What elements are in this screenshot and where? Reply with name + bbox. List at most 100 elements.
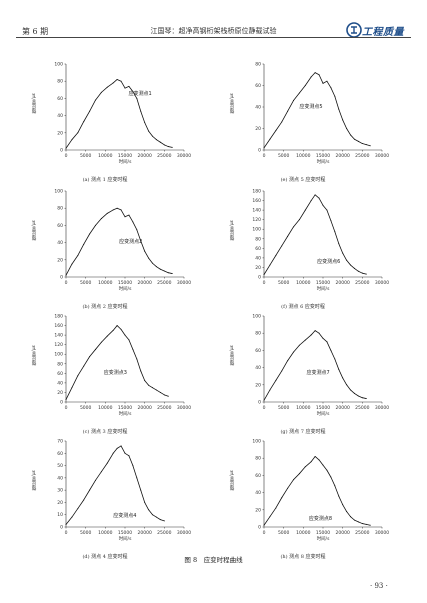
data-point — [89, 110, 91, 112]
y-tick-label: 40 — [255, 365, 261, 371]
data-point — [353, 519, 355, 521]
x-tick-label: 15000 — [316, 530, 330, 536]
y-tick-label: 0 — [258, 275, 261, 281]
data-point — [124, 216, 126, 218]
x-axis-label: 时间/s — [316, 537, 330, 542]
data-point — [310, 334, 312, 336]
data-point — [71, 516, 73, 518]
y-tick-label: 180 — [54, 314, 63, 320]
x-tick-label: 10000 — [296, 530, 310, 536]
x-tick-label: 30000 — [375, 280, 389, 286]
x-tick-label: 20000 — [336, 530, 350, 536]
data-point — [148, 257, 150, 259]
x-tick-label: 10000 — [98, 280, 112, 286]
y-tick-label: 80 — [57, 79, 63, 85]
x-tick-label: 0 — [263, 530, 266, 536]
data-point — [128, 455, 130, 457]
x-tick-label: 25000 — [355, 530, 369, 536]
chart-svg-c: 0 20 40 60 80 100 120 140 160 180 0 5000 10000 15000 2… — [54, 314, 191, 412]
data-point — [140, 370, 142, 372]
x-tick-label: 0 — [263, 280, 266, 286]
data-point — [318, 459, 320, 461]
data-point — [326, 341, 328, 343]
data-point — [120, 445, 122, 447]
data-point — [350, 516, 352, 518]
data-point — [152, 387, 154, 389]
data-point — [124, 452, 126, 454]
data-point — [65, 274, 67, 276]
x-tick-label: 5000 — [80, 153, 92, 159]
chart-svg-b: 0 20 40 60 80 100 0 5000 10000 15000 20000 25000 300… — [54, 189, 191, 287]
data-point — [116, 78, 118, 80]
y-tick-label: 0 — [258, 525, 261, 531]
data-point — [136, 477, 138, 479]
data-point — [330, 220, 332, 222]
y-tick-label: 60 — [255, 348, 261, 354]
x-axis-label: 时间/s — [316, 287, 330, 292]
chart-panel-c: 0 20 40 60 80 100 120 140 160 180 0 5000 10000 15000 2… — [30, 310, 202, 445]
strain-series-line — [65, 445, 165, 525]
data-point — [298, 473, 300, 475]
y-tick-label: 0 — [258, 400, 261, 406]
data-point — [83, 499, 85, 501]
x-axis-label: 时间/s — [316, 412, 330, 417]
y-tick-label: 20 — [57, 390, 63, 396]
data-point — [112, 329, 114, 331]
y-tick-label: 60 — [57, 96, 63, 102]
data-point — [163, 394, 165, 396]
y-tick-label: 140 — [252, 208, 261, 214]
x-tick-label: 15000 — [118, 530, 132, 536]
data-point — [334, 231, 336, 233]
data-point — [281, 497, 283, 499]
y-tick-label: 80 — [57, 206, 63, 212]
data-point — [353, 267, 355, 269]
y-tick-label: 60 — [57, 451, 63, 457]
data-point — [269, 264, 271, 266]
data-point — [357, 270, 359, 272]
strain-series-line — [263, 72, 371, 149]
data-point — [304, 466, 306, 468]
data-point — [128, 85, 130, 87]
data-point — [369, 524, 371, 526]
data-point — [159, 268, 161, 270]
y-tick-label: 100 — [252, 314, 261, 320]
y-tick-label: 0 — [60, 275, 63, 281]
y-axis-label: 微应变/με — [230, 345, 235, 366]
y-tick-label: 100 — [252, 439, 261, 445]
data-point — [132, 348, 134, 350]
data-point — [155, 389, 157, 391]
data-point — [357, 140, 359, 142]
y-tick-label: 60 — [255, 473, 261, 479]
y-tick-label: 20 — [57, 130, 63, 136]
y-axis-label: 微应变/με — [32, 470, 37, 491]
data-point — [365, 273, 367, 275]
data-point — [281, 370, 283, 372]
y-tick-label: 20 — [57, 257, 63, 263]
data-point — [120, 80, 122, 82]
y-tick-label: 40 — [57, 380, 63, 386]
data-point — [132, 91, 134, 93]
x-tick-label: 10000 — [296, 280, 310, 286]
x-tick-label: 5000 — [278, 153, 290, 159]
x-tick-label: 20000 — [138, 280, 152, 286]
data-point — [106, 462, 108, 464]
data-point — [353, 392, 355, 394]
data-point — [144, 121, 146, 123]
data-point — [100, 91, 102, 93]
data-point — [318, 197, 320, 199]
data-point — [314, 330, 316, 332]
subfigure-caption: (g) 测点 7 应变时程 — [280, 429, 326, 435]
data-point — [100, 471, 102, 473]
x-tick-label: 25000 — [355, 153, 369, 159]
journal-logo: 工程质量 — [346, 22, 416, 38]
data-point — [275, 380, 277, 381]
x-tick-label: 30000 — [375, 153, 389, 159]
data-point — [65, 524, 67, 526]
data-point — [269, 389, 271, 391]
data-point — [314, 72, 316, 74]
data-point — [136, 358, 138, 360]
y-tick-label: 40 — [255, 490, 261, 496]
y-tick-label: 10 — [57, 512, 63, 518]
data-point — [132, 465, 134, 467]
data-point — [275, 130, 277, 132]
